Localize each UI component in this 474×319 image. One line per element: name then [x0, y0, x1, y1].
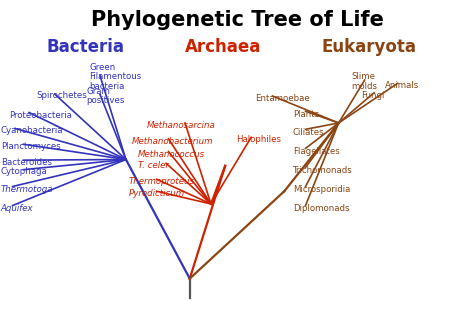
Text: Diplomonads: Diplomonads [293, 204, 349, 213]
Text: Aquifex: Aquifex [0, 204, 33, 213]
Text: Pyrodicticum: Pyrodicticum [128, 189, 184, 198]
Text: Green
Filamentous
bacteria: Green Filamentous bacteria [90, 63, 142, 91]
Text: Planctomyces: Planctomyces [0, 142, 61, 151]
Text: Microsporidia: Microsporidia [293, 185, 350, 194]
Text: Ciliates: Ciliates [293, 128, 324, 137]
Text: Bacteroides: Bacteroides [0, 158, 52, 167]
Text: Flagellates: Flagellates [293, 147, 339, 156]
Text: Phylogenetic Tree of Life: Phylogenetic Tree of Life [91, 10, 383, 30]
Text: T. celer: T. celer [138, 161, 169, 170]
Text: Entamoebae: Entamoebae [255, 94, 310, 103]
Text: Thermotoga: Thermotoga [0, 185, 53, 194]
Text: Thermoproteus: Thermoproteus [128, 177, 194, 186]
Text: Proteobacteria: Proteobacteria [9, 111, 72, 120]
Text: Methanobacterium: Methanobacterium [132, 137, 214, 146]
Text: Methanosarcina: Methanosarcina [147, 121, 216, 130]
Text: Slime
molds: Slime molds [351, 72, 377, 91]
Text: Spirochetes: Spirochetes [36, 92, 87, 100]
Text: Halophiles: Halophiles [236, 135, 281, 144]
Text: Plants: Plants [293, 110, 319, 119]
Text: Cyanobacteria: Cyanobacteria [0, 126, 63, 135]
Text: Bacteria: Bacteria [47, 38, 125, 56]
Text: Archaea: Archaea [185, 38, 261, 56]
Text: Eukaryota: Eukaryota [322, 38, 417, 56]
Text: Methanococcus: Methanococcus [138, 150, 205, 159]
Text: Gram
positives: Gram positives [87, 87, 125, 105]
Text: Cytophaga: Cytophaga [0, 167, 47, 176]
Text: Trichomonads: Trichomonads [293, 166, 353, 175]
Text: Fungi: Fungi [361, 91, 384, 100]
Text: Animals: Animals [384, 81, 419, 90]
